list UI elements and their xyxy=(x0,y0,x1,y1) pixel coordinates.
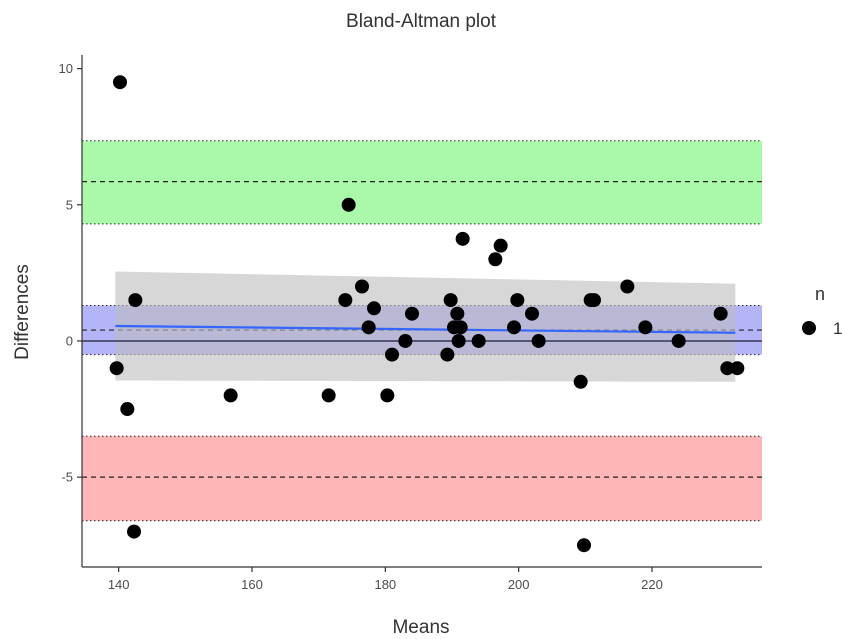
data-point xyxy=(341,197,356,212)
data-point xyxy=(385,347,399,362)
legend: n 1 xyxy=(802,284,842,338)
data-point xyxy=(450,306,465,321)
data-point xyxy=(510,293,525,308)
y-tick-label: 5 xyxy=(66,197,73,212)
data-point xyxy=(531,333,546,348)
data-point xyxy=(453,320,468,335)
data-point xyxy=(671,333,686,348)
legend-key xyxy=(802,321,816,335)
data-point xyxy=(128,293,143,308)
data-point xyxy=(223,388,238,403)
legend-label: 1 xyxy=(833,319,842,338)
x-axis-title: Means xyxy=(392,617,449,638)
data-point xyxy=(620,279,635,294)
y-axis-title: Differences xyxy=(12,264,33,360)
plot-area xyxy=(82,75,762,553)
data-point xyxy=(361,320,376,335)
data-point xyxy=(573,374,588,389)
regression-line xyxy=(115,324,736,334)
data-point xyxy=(525,306,539,321)
data-point xyxy=(507,320,521,335)
regression-ci-band xyxy=(115,271,736,382)
upper-loa-band xyxy=(82,140,762,224)
data-point xyxy=(455,231,470,246)
data-point xyxy=(367,301,381,316)
x-tick-label: 140 xyxy=(108,577,130,592)
data-point xyxy=(338,293,353,308)
data-point xyxy=(380,388,395,403)
data-point xyxy=(109,361,124,376)
data-point xyxy=(587,293,601,308)
data-point xyxy=(638,320,653,335)
x-tick-label: 180 xyxy=(374,577,396,592)
data-point xyxy=(120,402,135,417)
data-point xyxy=(398,333,413,348)
data-point xyxy=(127,524,141,539)
axes: 140 160 180 200 220 -5 0 5 10 xyxy=(59,55,762,592)
data-point xyxy=(355,279,369,294)
x-tick-label: 220 xyxy=(641,577,663,592)
data-point xyxy=(713,306,728,321)
x-tick-label: 200 xyxy=(508,577,530,592)
data-point xyxy=(471,333,486,348)
data-point xyxy=(720,361,735,376)
legend-title: n xyxy=(815,284,825,304)
chart-title: Bland-Altman plot xyxy=(346,11,497,32)
lower-loa-band xyxy=(82,436,762,521)
data-point xyxy=(113,75,127,90)
data-point xyxy=(405,306,419,321)
data-point xyxy=(451,333,466,348)
y-tick-label: 0 xyxy=(66,333,73,348)
data-point xyxy=(488,252,503,267)
data-point xyxy=(440,347,455,362)
data-point xyxy=(730,361,745,376)
data-point xyxy=(577,538,591,553)
data-point xyxy=(321,388,336,403)
data-point xyxy=(443,293,458,308)
data-point xyxy=(493,238,508,253)
y-tick-label: 10 xyxy=(59,61,73,76)
y-tick-label: -5 xyxy=(61,470,73,485)
x-tick-label: 160 xyxy=(241,577,263,592)
